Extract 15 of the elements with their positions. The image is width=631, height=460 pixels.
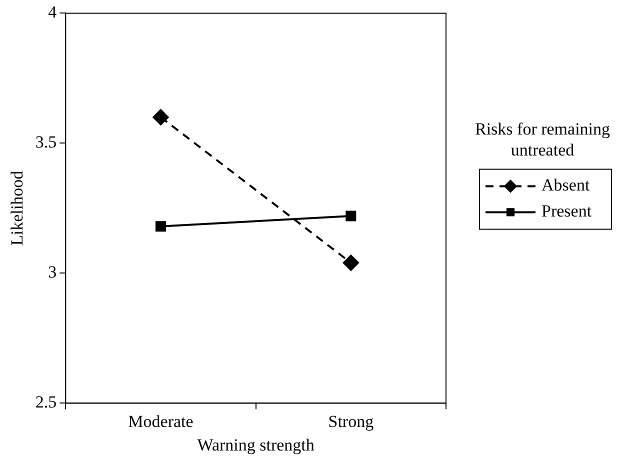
x-tick-label: Strong <box>328 412 374 431</box>
point <box>152 109 169 126</box>
x-tick-label: Moderate <box>128 412 194 431</box>
y-tick-label: 3 <box>48 262 57 282</box>
y-tick-label: 2.5 <box>35 392 57 412</box>
y-tick-label: 3.5 <box>35 132 57 152</box>
y-axis-title: Likelihood <box>8 170 27 246</box>
legend-title: Risks for remaining untreated <box>474 120 611 160</box>
legend-label: Absent <box>542 176 590 195</box>
legend-label: Present <box>542 202 592 221</box>
x-axis-title: Warning strength <box>197 435 315 454</box>
y-tick-label: 4 <box>48 2 58 22</box>
point <box>155 221 166 232</box>
point <box>342 254 359 271</box>
point <box>346 210 356 222</box>
